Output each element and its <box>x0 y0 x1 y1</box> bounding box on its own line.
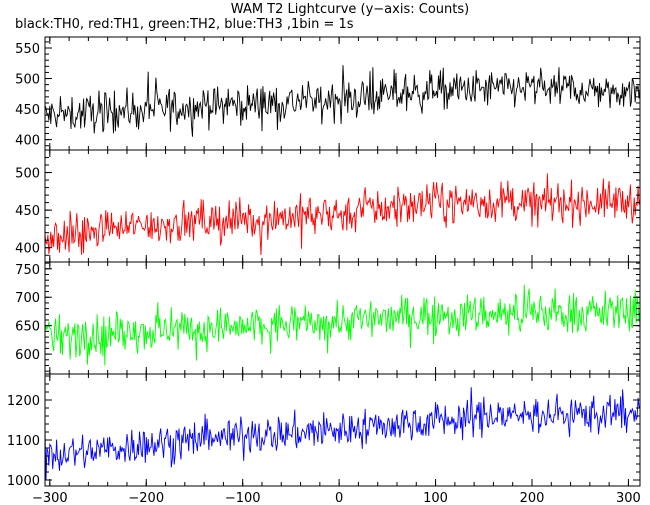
series-line-th3 <box>45 387 640 481</box>
x-tick-label: −300 <box>32 491 68 505</box>
y-tick-label: 450 <box>15 103 40 118</box>
x-tick-label: 300 <box>616 491 641 505</box>
y-tick-label: 1100 <box>7 434 40 449</box>
panel-th0: 400 450 500 550 <box>15 36 641 151</box>
chart-title: WAM T2 Lightcurve (y−axis: Counts) <box>231 2 469 17</box>
y-tick-label: 600 <box>15 348 40 363</box>
y-tick-label: 550 <box>15 42 40 57</box>
series-line-th1 <box>45 173 640 256</box>
panel-th1: 400 450 500 <box>15 149 641 263</box>
y-tick-label: 450 <box>15 204 40 219</box>
panel-th3: 1000 1100 1200 <box>7 373 641 489</box>
y-tick-label: 500 <box>15 167 40 182</box>
x-tick-label: 200 <box>520 491 545 505</box>
panels-group: 400 450 500 550 400 450 500 600 650 700 750 1000 110… <box>7 36 641 489</box>
panel-frame <box>44 373 641 487</box>
series-line-th2 <box>45 284 640 366</box>
y-tick-label: 750 <box>15 263 40 278</box>
y-tick-label: 400 <box>15 242 40 257</box>
x-axis: −300 −200 −100 0 100 200 300 <box>32 491 641 505</box>
chart-subtitle: black:TH0, red:TH1, green:TH2, blue:TH3 … <box>15 17 354 32</box>
x-tick-label: 100 <box>423 491 448 505</box>
y-tick-label: 400 <box>15 134 40 149</box>
y-tick-label: 1200 <box>7 394 40 409</box>
y-tick-label: 700 <box>15 291 40 306</box>
y-tick-label: 650 <box>15 320 40 335</box>
panel-frame <box>44 149 641 263</box>
y-tick-label: 500 <box>15 73 40 88</box>
x-tick-label: 0 <box>335 491 343 505</box>
x-tick-label: −100 <box>225 491 261 505</box>
panel-th2: 600 650 700 750 <box>15 261 641 375</box>
x-tick-label: −200 <box>128 491 164 505</box>
series-line-th0 <box>45 65 640 137</box>
y-tick-label: 1000 <box>7 474 40 489</box>
